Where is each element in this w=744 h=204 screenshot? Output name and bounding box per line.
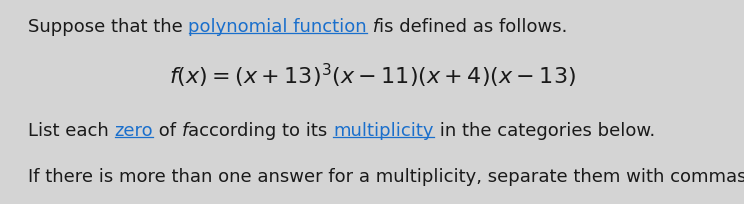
Text: multiplicity: multiplicity [333, 122, 434, 140]
Text: If there is more than one answer for a multiplicity, separate them with commas.: If there is more than one answer for a m… [28, 168, 744, 186]
Text: $f(x) = (x+13)^{3}(x-11)(x+4)(x-13)$: $f(x) = (x+13)^{3}(x-11)(x+4)(x-13)$ [169, 62, 575, 90]
Text: List each: List each [28, 122, 115, 140]
Text: zero: zero [115, 122, 153, 140]
Text: Suppose that the: Suppose that the [28, 18, 188, 36]
Text: f: f [182, 122, 188, 140]
Text: is defined as follows.: is defined as follows. [379, 18, 568, 36]
Text: in the categories below.: in the categories below. [434, 122, 655, 140]
Text: f: f [367, 18, 379, 36]
Text: according to its: according to its [188, 122, 333, 140]
Text: polynomial function: polynomial function [188, 18, 367, 36]
Text: of: of [153, 122, 182, 140]
